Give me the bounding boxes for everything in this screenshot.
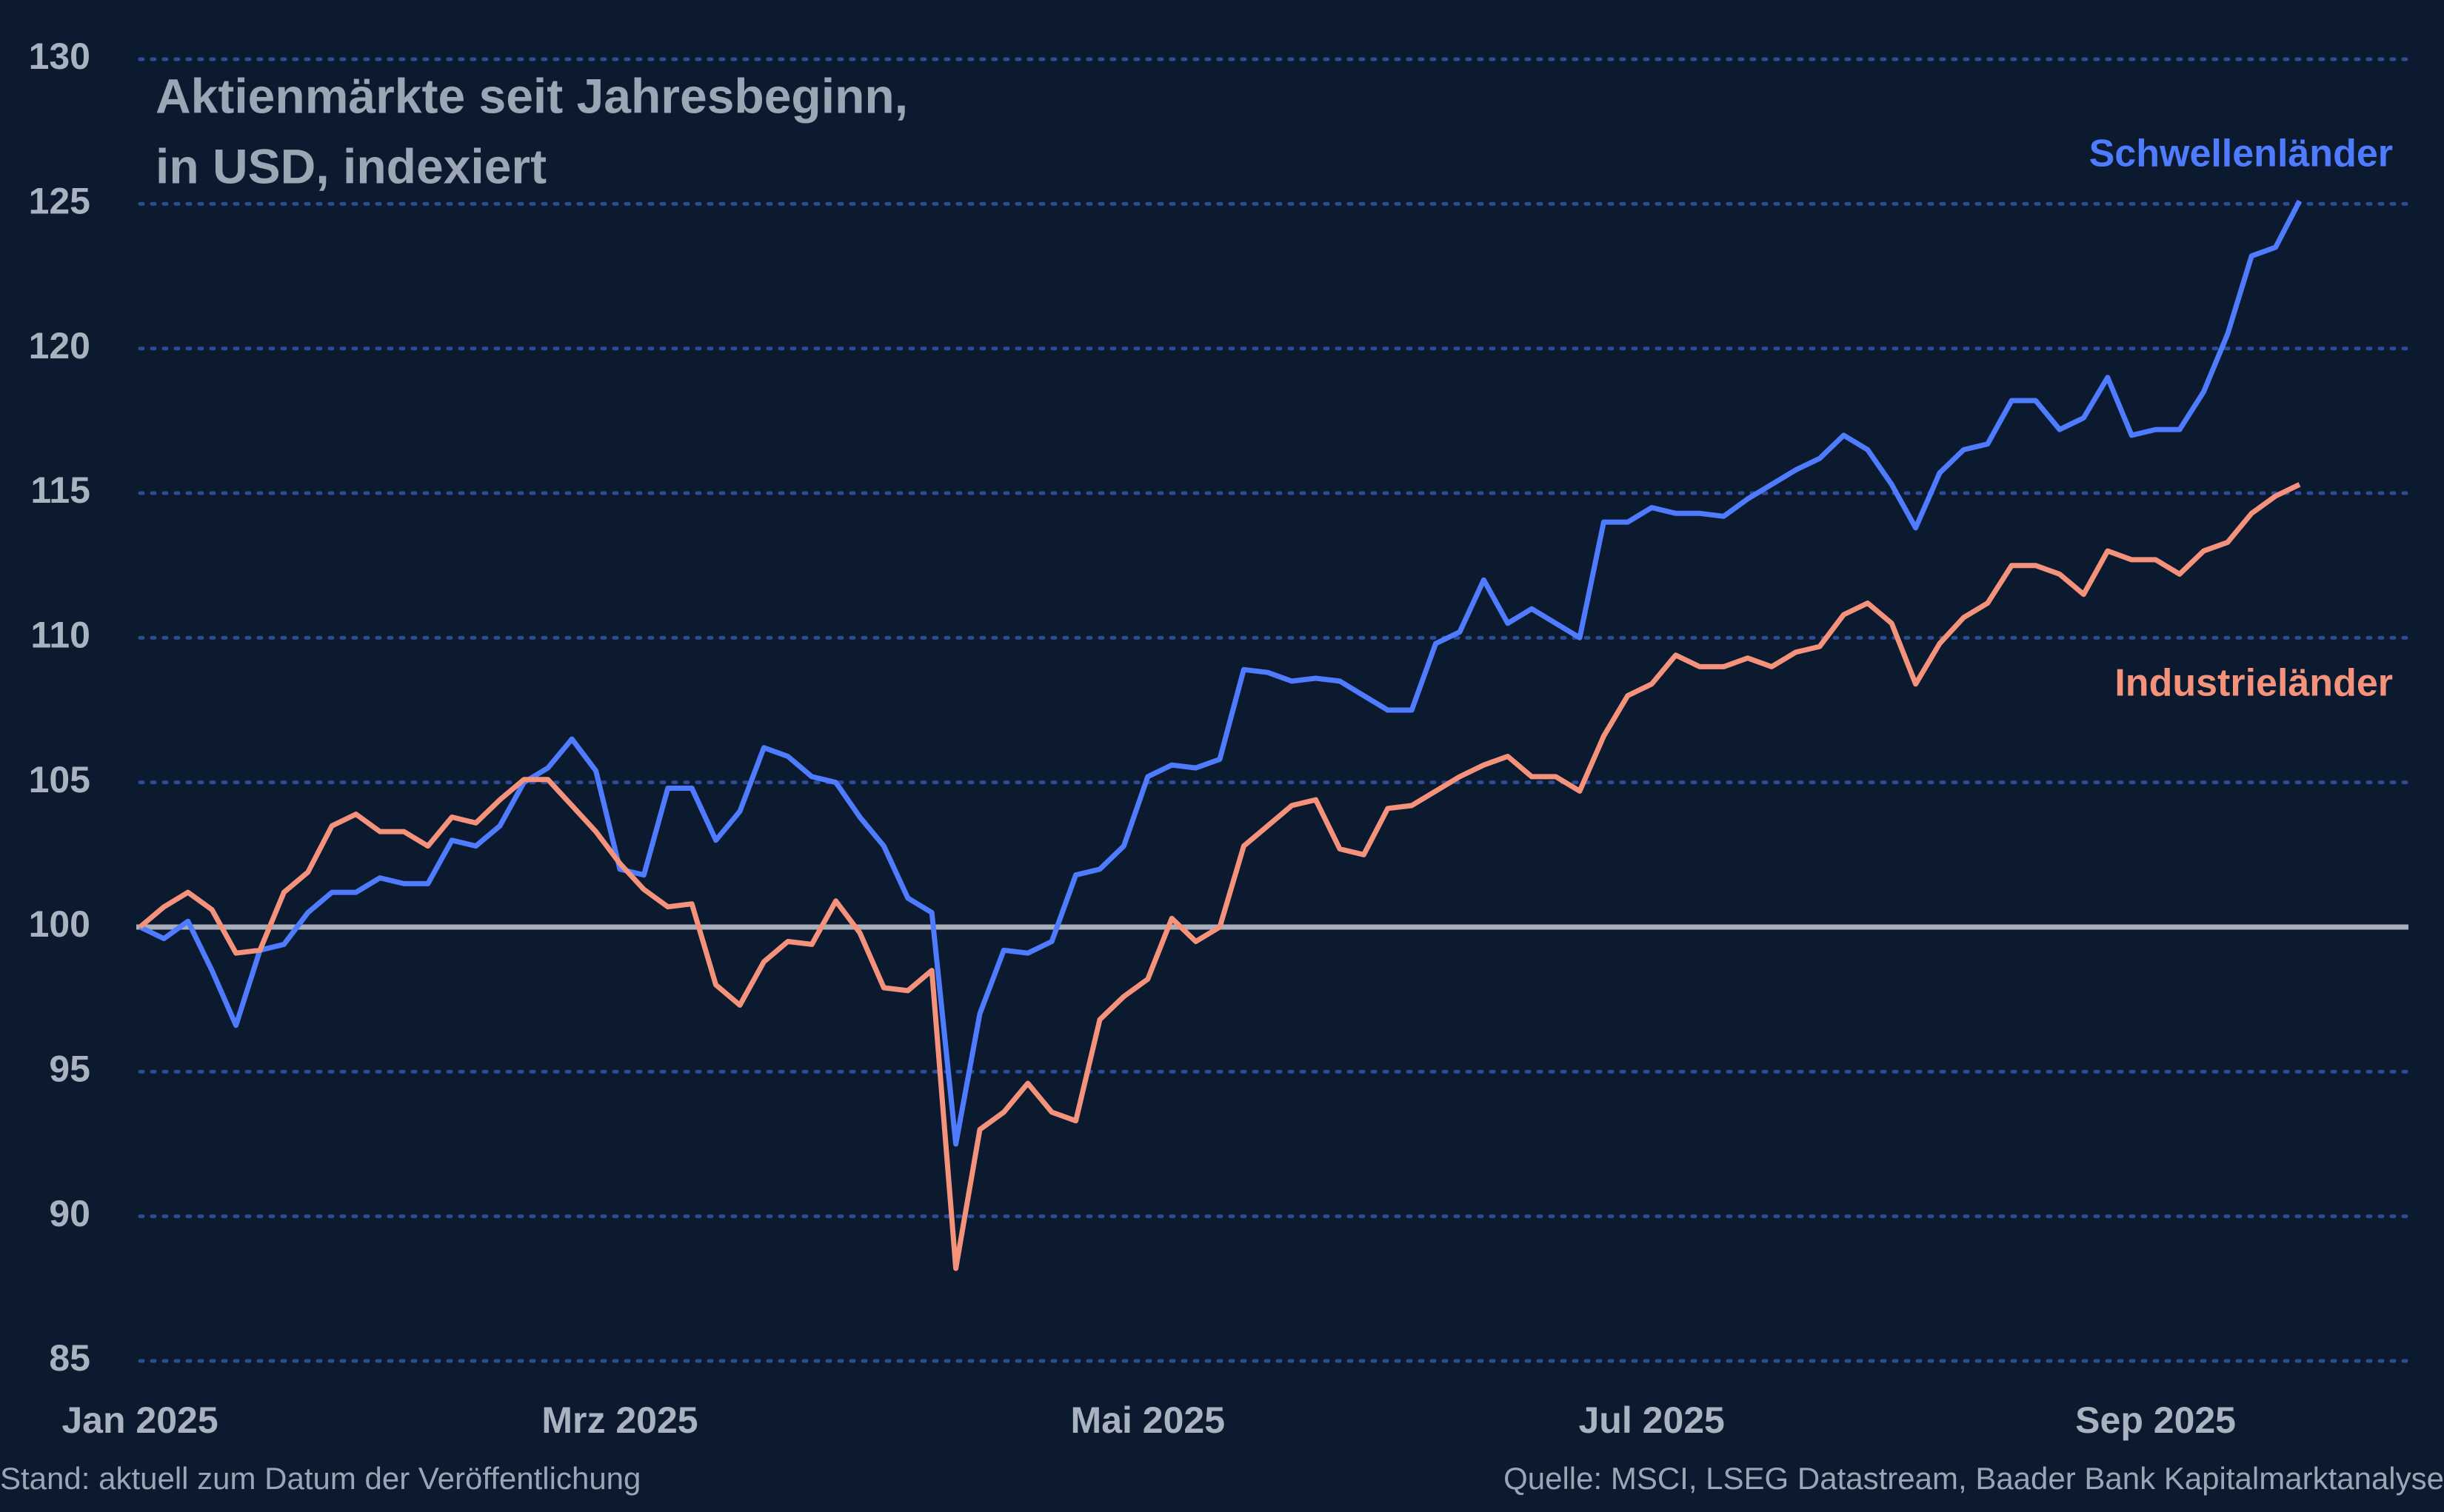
- chart-title: Aktienmärkte seit Jahresbeginn,: [156, 68, 908, 123]
- y-tick-label: 120: [29, 325, 90, 367]
- x-tick-label: Jan 2025: [61, 1399, 218, 1441]
- y-tick-label: 110: [30, 615, 90, 656]
- series-label: Industrieländer: [2114, 662, 2393, 705]
- lines: [136, 199, 2408, 1271]
- y-tick-label: 90: [49, 1193, 90, 1234]
- x-tick-label: Jul 2025: [1579, 1399, 1725, 1441]
- y-tick-label: 130: [29, 36, 90, 77]
- source: Quelle: MSCI, LSEG Datastream, Baader Ba…: [1503, 1461, 2444, 1496]
- y-tick-label: 125: [29, 181, 90, 222]
- series-line: [138, 199, 2303, 1147]
- footnote: Stand: aktuell zum Datum der Veröffentli…: [0, 1461, 641, 1496]
- series-line: [138, 482, 2301, 1271]
- y-tick-label: 105: [29, 759, 90, 800]
- chart-title: in USD, indexiert: [156, 138, 547, 193]
- x-tick-label: Sep 2025: [2075, 1399, 2236, 1441]
- y-tick-label: 85: [49, 1337, 90, 1379]
- x-tick-label: Mai 2025: [1071, 1399, 1225, 1441]
- x-tick-label: Mrz 2025: [541, 1399, 698, 1441]
- y-tick-label: 115: [30, 469, 90, 511]
- series-label: Schwellenländer: [2089, 133, 2393, 175]
- y-tick-label: 100: [29, 903, 90, 945]
- y-tick-label: 95: [49, 1048, 90, 1090]
